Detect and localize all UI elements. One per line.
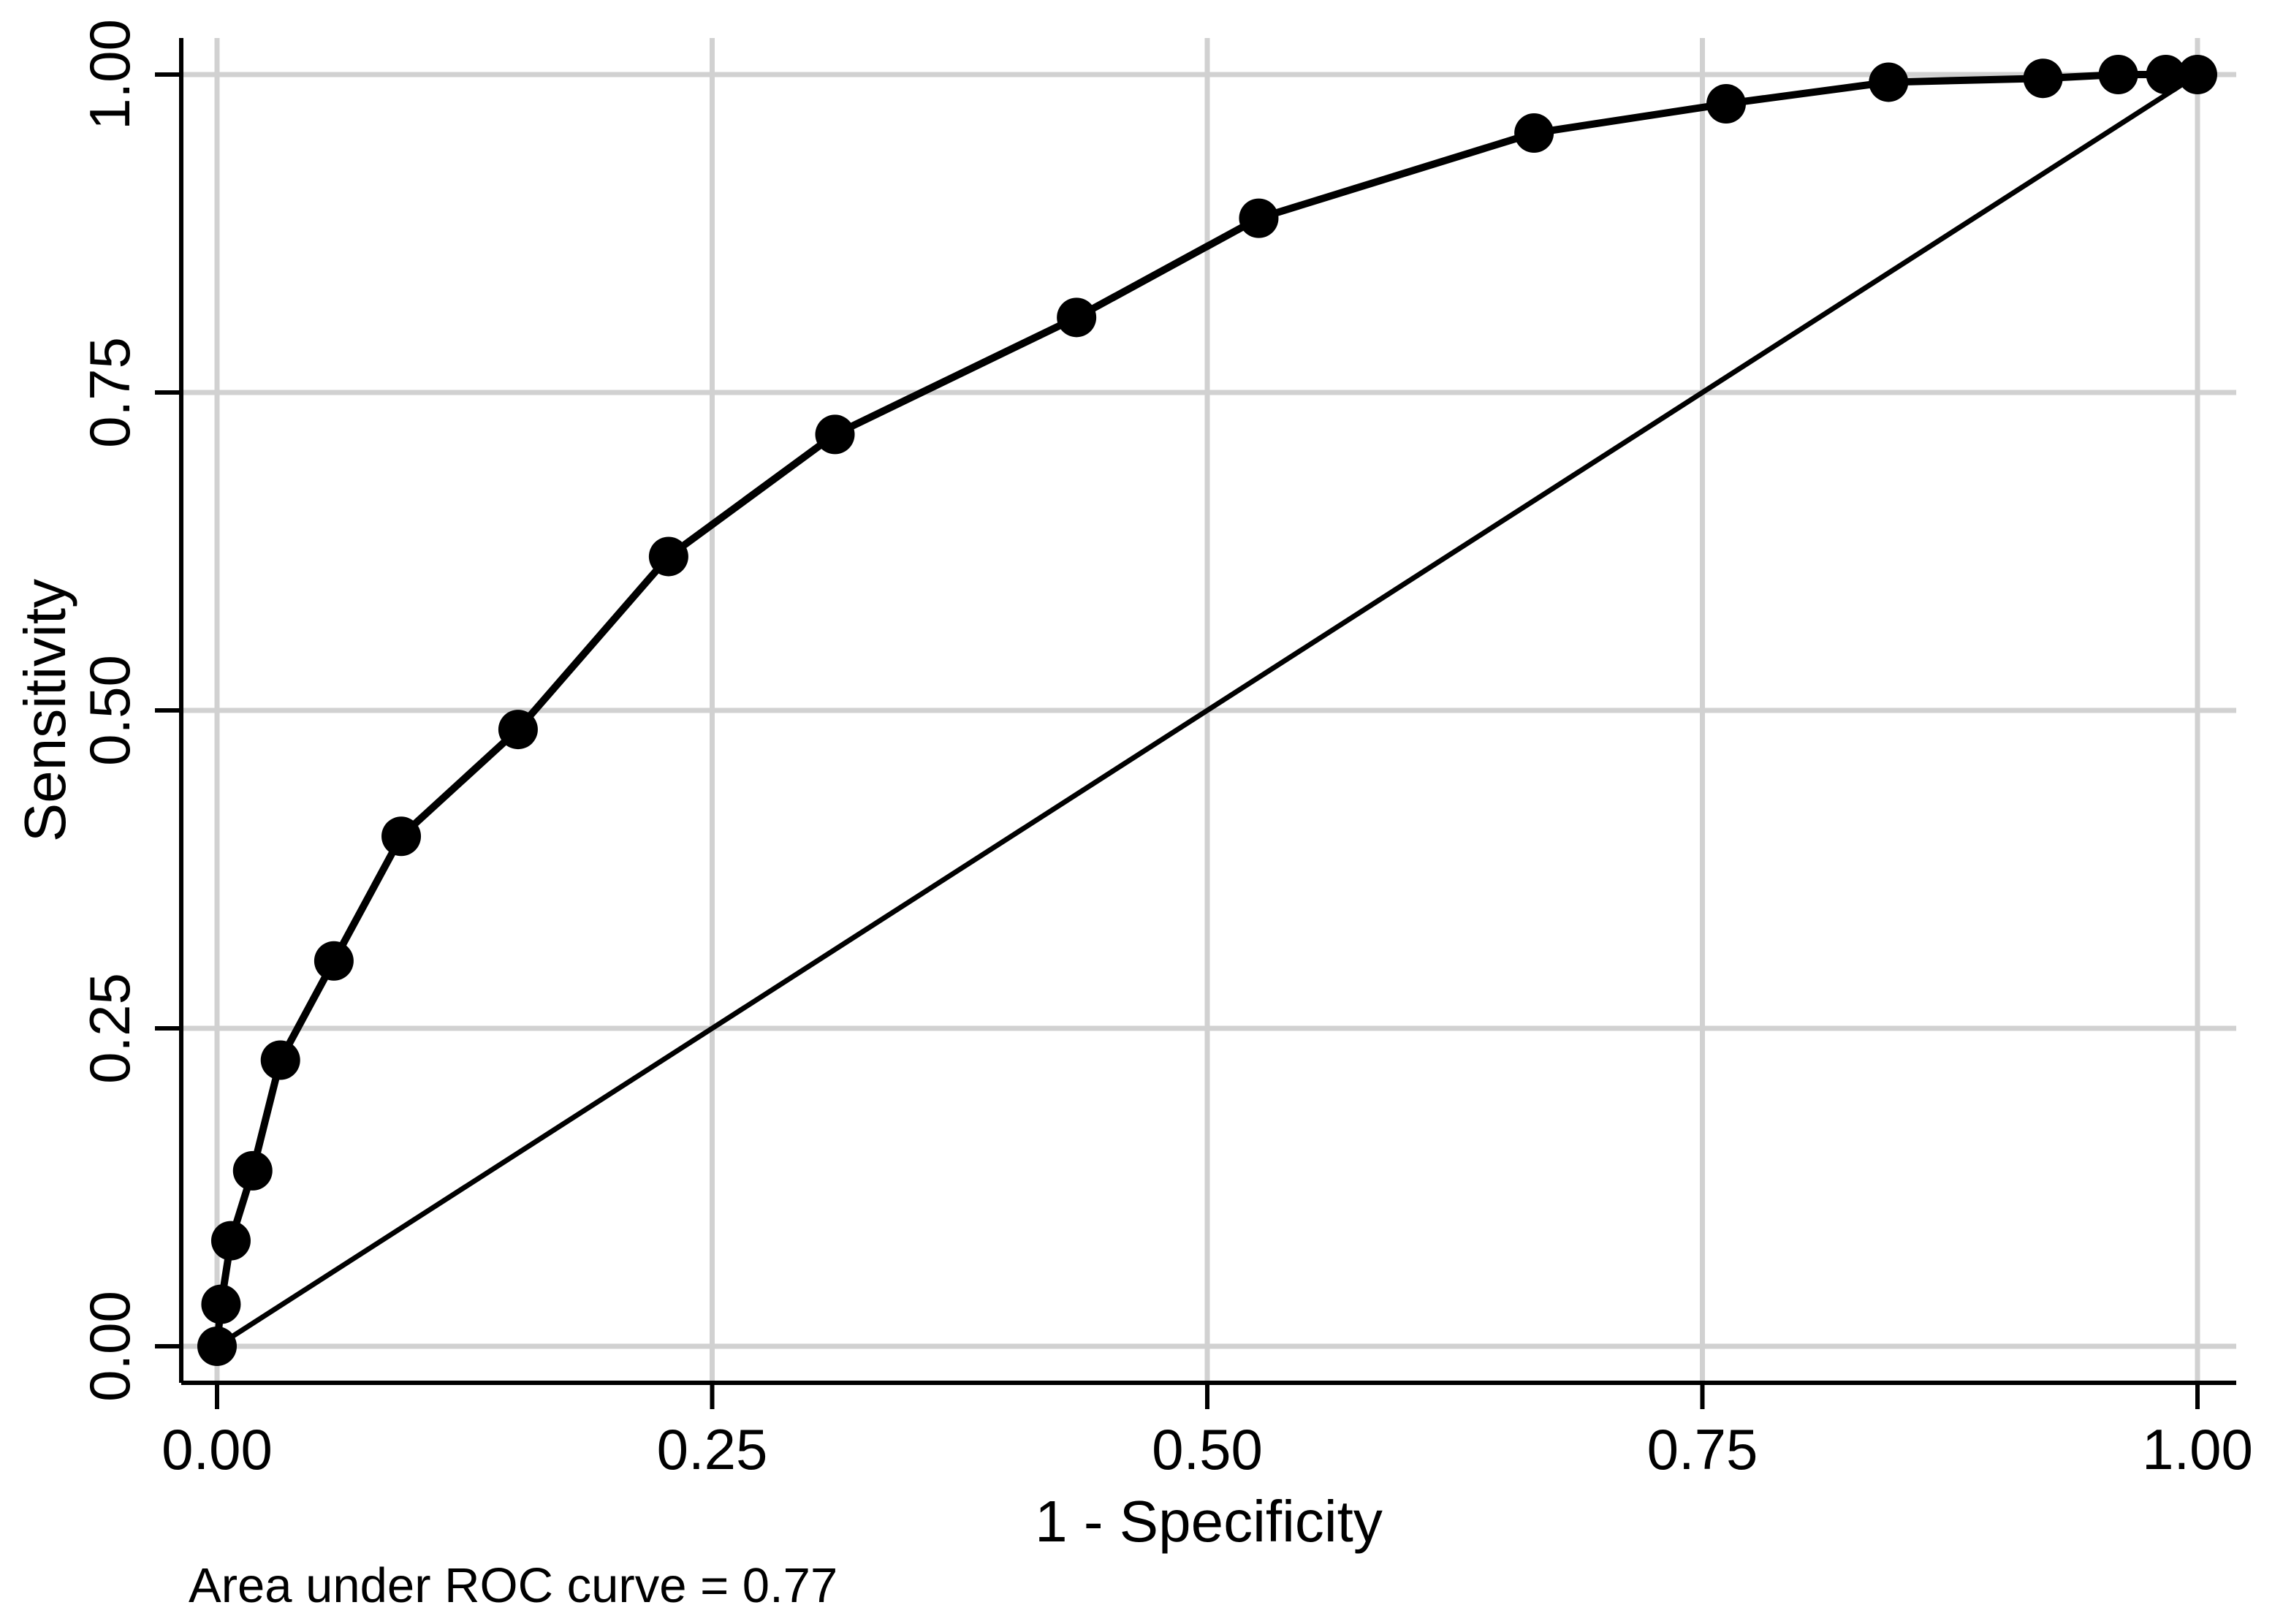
roc-data-point <box>381 816 422 857</box>
x-tick-label: 0.25 <box>657 1417 768 1481</box>
x-tick-label: 0.50 <box>1152 1417 1263 1481</box>
roc-data-point <box>2098 55 2138 94</box>
y-tick-label: 0.25 <box>77 973 142 1084</box>
roc-data-point <box>498 710 538 750</box>
x-axis-title: 1 - Specificity <box>1035 1489 1383 1554</box>
roc-data-point <box>815 414 855 455</box>
roc-data-point <box>201 1284 241 1324</box>
roc-data-point <box>260 1040 300 1080</box>
roc-data-point <box>1706 84 1747 124</box>
roc-data-point <box>1057 297 1097 338</box>
roc-data-point <box>1869 62 1909 102</box>
roc-data-point <box>197 1327 237 1366</box>
roc-data-point <box>2146 55 2186 94</box>
x-tick-label: 1.00 <box>2142 1417 2253 1481</box>
reference-diagonal-line <box>216 72 2199 1348</box>
roc-data-point <box>648 536 688 577</box>
y-axis-title: Sensitivity <box>12 578 77 843</box>
y-tick-label: 0.50 <box>77 655 142 766</box>
roc-data-point <box>1514 113 1554 153</box>
x-tick-label: 0.00 <box>162 1417 273 1481</box>
y-tick-label: 0.75 <box>77 337 142 448</box>
roc-data-point <box>2178 55 2217 94</box>
y-tick-label: 0.00 <box>77 1291 142 1402</box>
roc-data-point <box>314 941 354 981</box>
roc-data-point <box>232 1150 273 1191</box>
x-tick-label: 0.75 <box>1647 1417 1758 1481</box>
y-tick-label: 1.00 <box>77 19 142 130</box>
roc-data-point <box>210 1221 251 1261</box>
roc-data-point <box>1239 198 1279 238</box>
auc-annotation: Area under ROC curve = 0.77 <box>189 1558 838 1613</box>
roc-data-point <box>2023 58 2063 99</box>
